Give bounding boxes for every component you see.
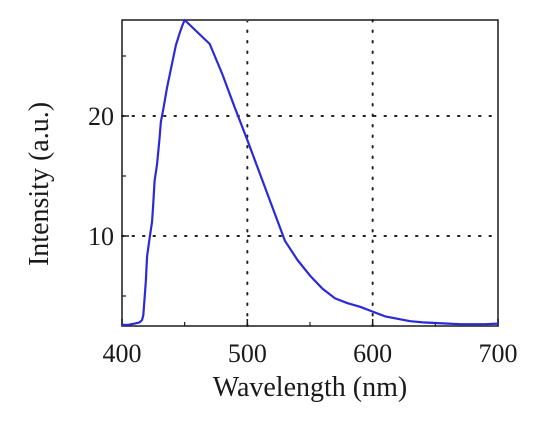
series-line [120,18,500,326]
x-tick-labels: 400 500 600 700 [103,339,518,368]
x-tick-label: 400 [103,339,142,368]
x-tick-label: 600 [353,339,392,368]
tick-marks [121,55,499,326]
y-tick-label: 10 [88,222,114,251]
y-axis-title: Intensity (a.u.) [24,102,55,266]
x-tick-label: 700 [479,339,518,368]
y-tick-labels: 10 20 [88,102,114,251]
y-tick-label: 20 [88,102,114,131]
plot-frame [121,19,499,327]
x-axis-title: Wavelength (nm) [213,372,407,403]
x-tick-label: 500 [228,339,267,368]
grid-lines [121,19,499,327]
